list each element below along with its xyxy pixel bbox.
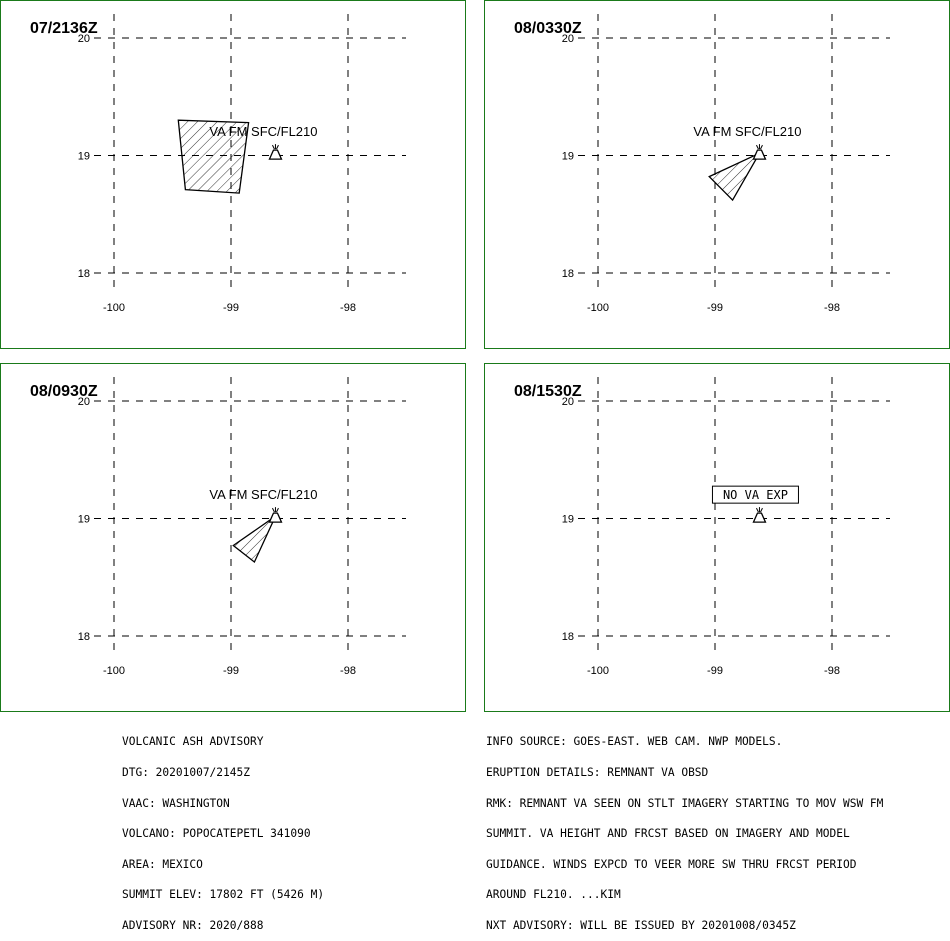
ash-cloud-polygon — [708, 151, 762, 202]
map-canvas: 20 19 18 -100 -99 -98 VA FM SFC/FL210 — [562, 14, 890, 314]
lat-tick-label: 19 — [562, 514, 574, 526]
lon-tick-label: -100 — [103, 665, 125, 677]
panel-valid-time: 08/1530Z — [514, 383, 582, 400]
map-canvas: 20 19 18 -100 -99 -98 VA FM SFC/FL210 — [78, 14, 406, 314]
lon-tick-label: -99 — [223, 302, 239, 314]
advisory-line: DTG: 20201007/2145Z — [122, 766, 250, 779]
lat-tick-label: 18 — [78, 268, 90, 280]
ash-layer-label: VA FM SFC/FL210 — [209, 124, 317, 139]
lon-tick-label: -98 — [340, 302, 356, 314]
ash-cloud-polygon — [177, 119, 250, 194]
lat-tick-label: 18 — [562, 631, 574, 643]
volcano-icon — [752, 507, 767, 523]
advisory-line: RMK: REMNANT VA SEEN ON STLT IMAGERY STA… — [486, 796, 884, 810]
map-canvas: 20 19 18 -100 -99 -98 VA FM SFC/FL210 — [78, 377, 406, 677]
advisory-line: INFO SOURCE: GOES-EAST. WEB CAM. NWP MOD… — [486, 735, 783, 749]
advisory-header-text: VOLCANIC ASH ADVISORY DTG: 20201007/2145… — [122, 717, 324, 941]
volcano-icon — [752, 144, 767, 160]
lat-tick-label: 20 — [562, 33, 574, 45]
lat-tick-label: 20 — [78, 33, 90, 45]
advisory-line: VOLCANO: POPOCATEPETL 341090 — [122, 827, 311, 841]
volcano-icon — [268, 507, 283, 523]
map-panel-4: 20 19 18 -100 -99 -98 NO VA EXP 08/1530Z — [484, 363, 950, 712]
lat-tick-label: 20 — [562, 396, 574, 408]
lat-tick-label: 20 — [78, 396, 90, 408]
panel-valid-time: 07/2136Z — [30, 20, 98, 37]
panel-valid-time: 08/0930Z — [30, 383, 98, 400]
advisory-line: SUMMIT ELEV: 17802 FT (5426 M) — [122, 888, 325, 902]
advisory-line: SUMMIT. VA HEIGHT AND FRCST BASED ON IMA… — [486, 827, 850, 841]
panel-valid-time: 08/0330Z — [514, 20, 582, 37]
map-panel-2: 20 19 18 -100 -99 -98 VA FM SFC/FL210 08/0330Z — [484, 0, 950, 349]
advisory-line: VOLCANIC ASH ADVISORY — [122, 735, 264, 749]
lon-tick-label: -98 — [824, 302, 840, 314]
ash-layer-label: VA FM SFC/FL210 — [693, 124, 801, 139]
advisory-line: NXT ADVISORY: WILL BE ISSUED BY 20201008… — [486, 918, 796, 932]
map-panel-3: 20 19 18 -100 -99 -98 VA FM SFC/FL210 08/0930Z — [0, 363, 466, 712]
lon-tick-label: -100 — [587, 302, 609, 314]
lon-tick-label: -99 — [223, 665, 239, 677]
lat-tick-label: 18 — [78, 631, 90, 643]
advisory-line: VAAC: WASHINGTON — [122, 796, 230, 810]
map-panel-1: 20 19 18 -100 -99 -98 VA FM SFC/FL210 07/2136Z — [0, 0, 466, 349]
lon-tick-label: -99 — [707, 665, 723, 677]
lon-tick-label: -98 — [824, 665, 840, 677]
no-va-box — [711, 485, 799, 504]
advisory-line: AROUND FL210. ...KIM — [486, 888, 621, 902]
advisory-line: ERUPTION DETAILS: REMNANT VA OBSD — [486, 766, 709, 779]
lat-tick-label: 19 — [78, 514, 90, 526]
advisory-line: AREA: MEXICO — [122, 857, 203, 871]
lon-tick-label: -100 — [587, 665, 609, 677]
lat-tick-label: 18 — [562, 268, 574, 280]
lon-tick-label: -98 — [340, 665, 356, 677]
ash-cloud-polygon — [232, 514, 278, 564]
ash-layer-label: VA FM SFC/FL210 — [209, 487, 317, 502]
lon-tick-label: -100 — [103, 302, 125, 314]
lat-tick-label: 19 — [78, 151, 90, 163]
advisory-line: ADVISORY NR: 2020/888 — [122, 918, 264, 932]
lat-tick-label: 19 — [562, 151, 574, 163]
no-va-label: NO VA EXP — [723, 488, 788, 502]
lon-tick-label: -99 — [707, 302, 723, 314]
advisory-details-text: INFO SOURCE: GOES-EAST. WEB CAM. NWP MOD… — [486, 717, 883, 941]
volcano-icon — [268, 144, 283, 160]
advisory-line: GUIDANCE. WINDS EXPCD TO VEER MORE SW TH… — [486, 857, 857, 871]
map-canvas: 20 19 18 -100 -99 -98 NO VA EXP — [562, 377, 890, 677]
